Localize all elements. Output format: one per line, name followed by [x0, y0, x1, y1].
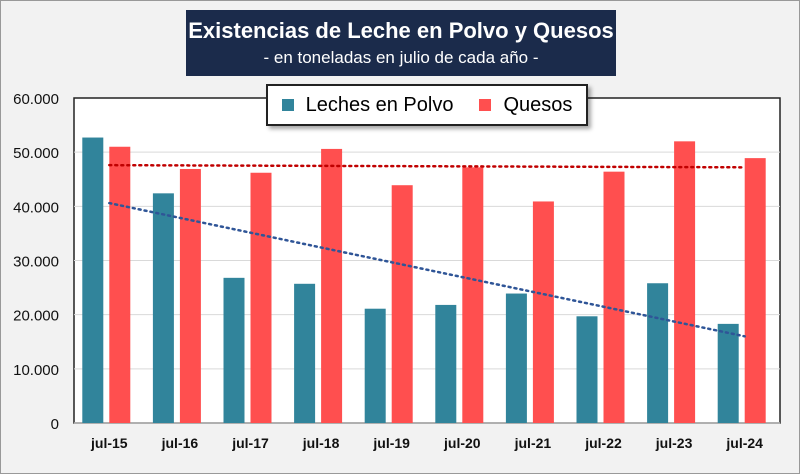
bar-leches — [505, 293, 527, 423]
y-tick-label: 40.000 — [13, 199, 59, 216]
x-tick-label: jul-18 — [302, 435, 340, 451]
bar-leches — [717, 323, 739, 423]
bar-quesos — [603, 171, 625, 423]
x-tick-label: jul-19 — [372, 435, 410, 451]
y-tick-label: 60.000 — [13, 91, 59, 108]
bar-quesos — [462, 167, 484, 423]
y-tick-label: 30.000 — [13, 254, 59, 271]
x-tick-label: jul-16 — [161, 435, 199, 451]
bar-quesos — [532, 201, 554, 423]
bar-leches — [435, 304, 457, 423]
bar-leches — [647, 283, 669, 423]
trendline-leches — [108, 201, 746, 338]
bar-quesos — [321, 148, 343, 423]
bar-leches — [364, 308, 386, 423]
bar-leches — [294, 283, 316, 423]
legend-label-leches: Leches en Polvo — [305, 93, 454, 116]
legend-item-quesos: Quesos — [479, 94, 572, 117]
legend-item-leches: Leches en Polvo — [281, 93, 454, 117]
legend-label-quesos: Quesos — [503, 93, 573, 116]
trendline-quesos — [108, 163, 746, 169]
bar-leches — [152, 193, 174, 423]
bar-quesos — [391, 185, 413, 423]
bar-quesos — [674, 141, 696, 424]
y-tick-label: 0 — [51, 416, 59, 433]
y-tick-label: 10.000 — [13, 362, 59, 379]
bar-quesos — [109, 146, 131, 423]
y-tick-label: 20.000 — [13, 308, 59, 325]
x-tick-label: jul-23 — [655, 435, 693, 451]
bar-leches — [576, 316, 598, 423]
chart-title: Existencias de Leche en Polvo y Quesos — [188, 18, 614, 43]
x-tick-label: jul-24 — [725, 435, 763, 451]
title-box: Existencias de Leche en Polvo y Quesos -… — [186, 10, 616, 76]
bar-leches — [223, 277, 245, 423]
x-tick-label: jul-21 — [514, 435, 552, 451]
legend-swatch-leches — [281, 98, 294, 111]
x-tick-label: jul-20 — [443, 435, 481, 451]
legend-swatch-quesos — [479, 98, 492, 111]
legend: Leches en Polvo Quesos — [266, 84, 588, 126]
bar-quesos — [250, 172, 272, 423]
chart-subtitle: - en toneladas en julio de cada año - — [263, 48, 539, 67]
x-tick-label: jul-22 — [584, 435, 622, 451]
x-tick-label: jul-15 — [90, 435, 128, 451]
bar-quesos — [744, 158, 766, 423]
x-tick-label: jul-17 — [231, 435, 269, 451]
y-tick-label: 50.000 — [13, 145, 59, 162]
bar-quesos — [179, 168, 201, 423]
bar-leches — [82, 137, 104, 423]
